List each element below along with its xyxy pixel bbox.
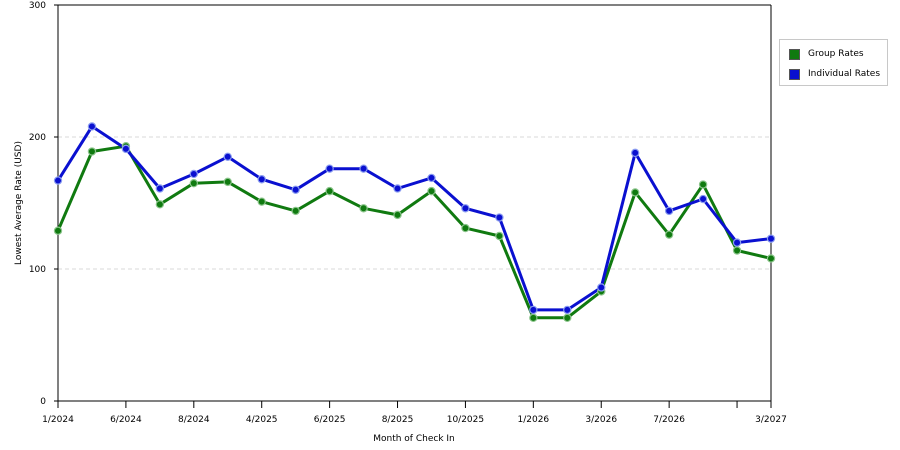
legend-item-group-rates: Group Rates: [789, 47, 864, 61]
data-point-1: [53, 176, 63, 185]
x-tick-label: 8/2025: [382, 415, 414, 425]
data-point-1: [766, 234, 776, 243]
x-tick-label: 6/2024: [110, 415, 142, 425]
data-point-0: [189, 178, 199, 188]
data-point-1: [223, 152, 232, 161]
data-point-0: [325, 186, 334, 196]
series-line-1: [56, 124, 773, 312]
data-point-0: [461, 223, 470, 233]
data-point-0: [766, 254, 776, 263]
data-point-1: [359, 164, 368, 173]
data-point-0: [563, 313, 572, 323]
x-tick-label: 3/2026: [585, 415, 617, 425]
x-tick-label: 3/2027: [755, 415, 787, 425]
y-tick-label: 100: [29, 265, 46, 275]
data-point-1: [257, 175, 266, 184]
data-point-0: [87, 147, 97, 156]
y-axis-title: Lowest Average Rate (USD): [14, 141, 24, 265]
data-point-1: [427, 173, 436, 183]
data-point-0: [359, 204, 368, 213]
data-point-1: [698, 194, 708, 204]
axes: [54, 4, 772, 408]
data-point-1: [393, 184, 402, 193]
data-point-1: [461, 204, 470, 213]
legend-item-individual-rates: Individual Rates: [789, 67, 880, 81]
data-point-0: [529, 313, 538, 323]
data-point-0: [393, 210, 402, 220]
x-tick-label: 1/2026: [517, 415, 549, 425]
data-point-1: [87, 122, 97, 131]
data-point-0: [223, 177, 232, 187]
data-point-0: [257, 197, 266, 206]
x-tick-label: 7/2026: [653, 415, 685, 425]
data-point-1: [325, 164, 334, 173]
legend-label-individual-rates: Individual Rates: [808, 69, 881, 79]
data-point-1: [495, 213, 504, 222]
x-tick-label: 10/2025: [447, 415, 484, 425]
data-point-1: [630, 148, 640, 158]
x-tick-label: 1/2024: [42, 415, 74, 425]
data-point-0: [427, 186, 436, 196]
series-line-0: [56, 144, 773, 320]
data-point-1: [121, 144, 131, 154]
data-point-1: [597, 283, 606, 292]
data-point-1: [563, 305, 572, 315]
data-point-0: [291, 206, 300, 216]
data-point-0: [732, 246, 742, 255]
x-tick-label: 6/2025: [314, 415, 346, 425]
data-point-0: [495, 231, 504, 241]
data-point-0: [630, 188, 640, 197]
legend-label-group-rates: Group Rates: [808, 49, 864, 59]
legend-swatch-group-rates: [789, 48, 800, 60]
tick-labels: 0 100 200 300 1/2024 6/2024 8/2024 4/2025 6/2025…: [29, 1, 787, 425]
y-tick-label: 200: [29, 133, 46, 143]
data-point-0: [698, 180, 708, 189]
data-point-1: [189, 169, 199, 179]
x-axis-title: Month of Check In: [373, 434, 455, 444]
legend-swatch-individual-rates: [789, 68, 800, 80]
data-point-0: [155, 200, 165, 209]
data-point-0: [53, 226, 63, 235]
data-point-1: [529, 305, 538, 315]
x-tick-label: 8/2024: [178, 415, 210, 425]
series-layer: [53, 122, 776, 323]
y-tick-label: 300: [29, 1, 46, 11]
data-point-1: [291, 185, 300, 194]
legend: Group Rates Individual Rates: [779, 39, 888, 86]
x-tick-label: 4/2025: [246, 415, 278, 425]
data-point-1: [155, 184, 165, 193]
y-tick-label: 0: [40, 397, 46, 407]
data-point-1: [732, 238, 742, 247]
data-point-0: [664, 230, 674, 239]
data-point-1: [664, 206, 674, 216]
